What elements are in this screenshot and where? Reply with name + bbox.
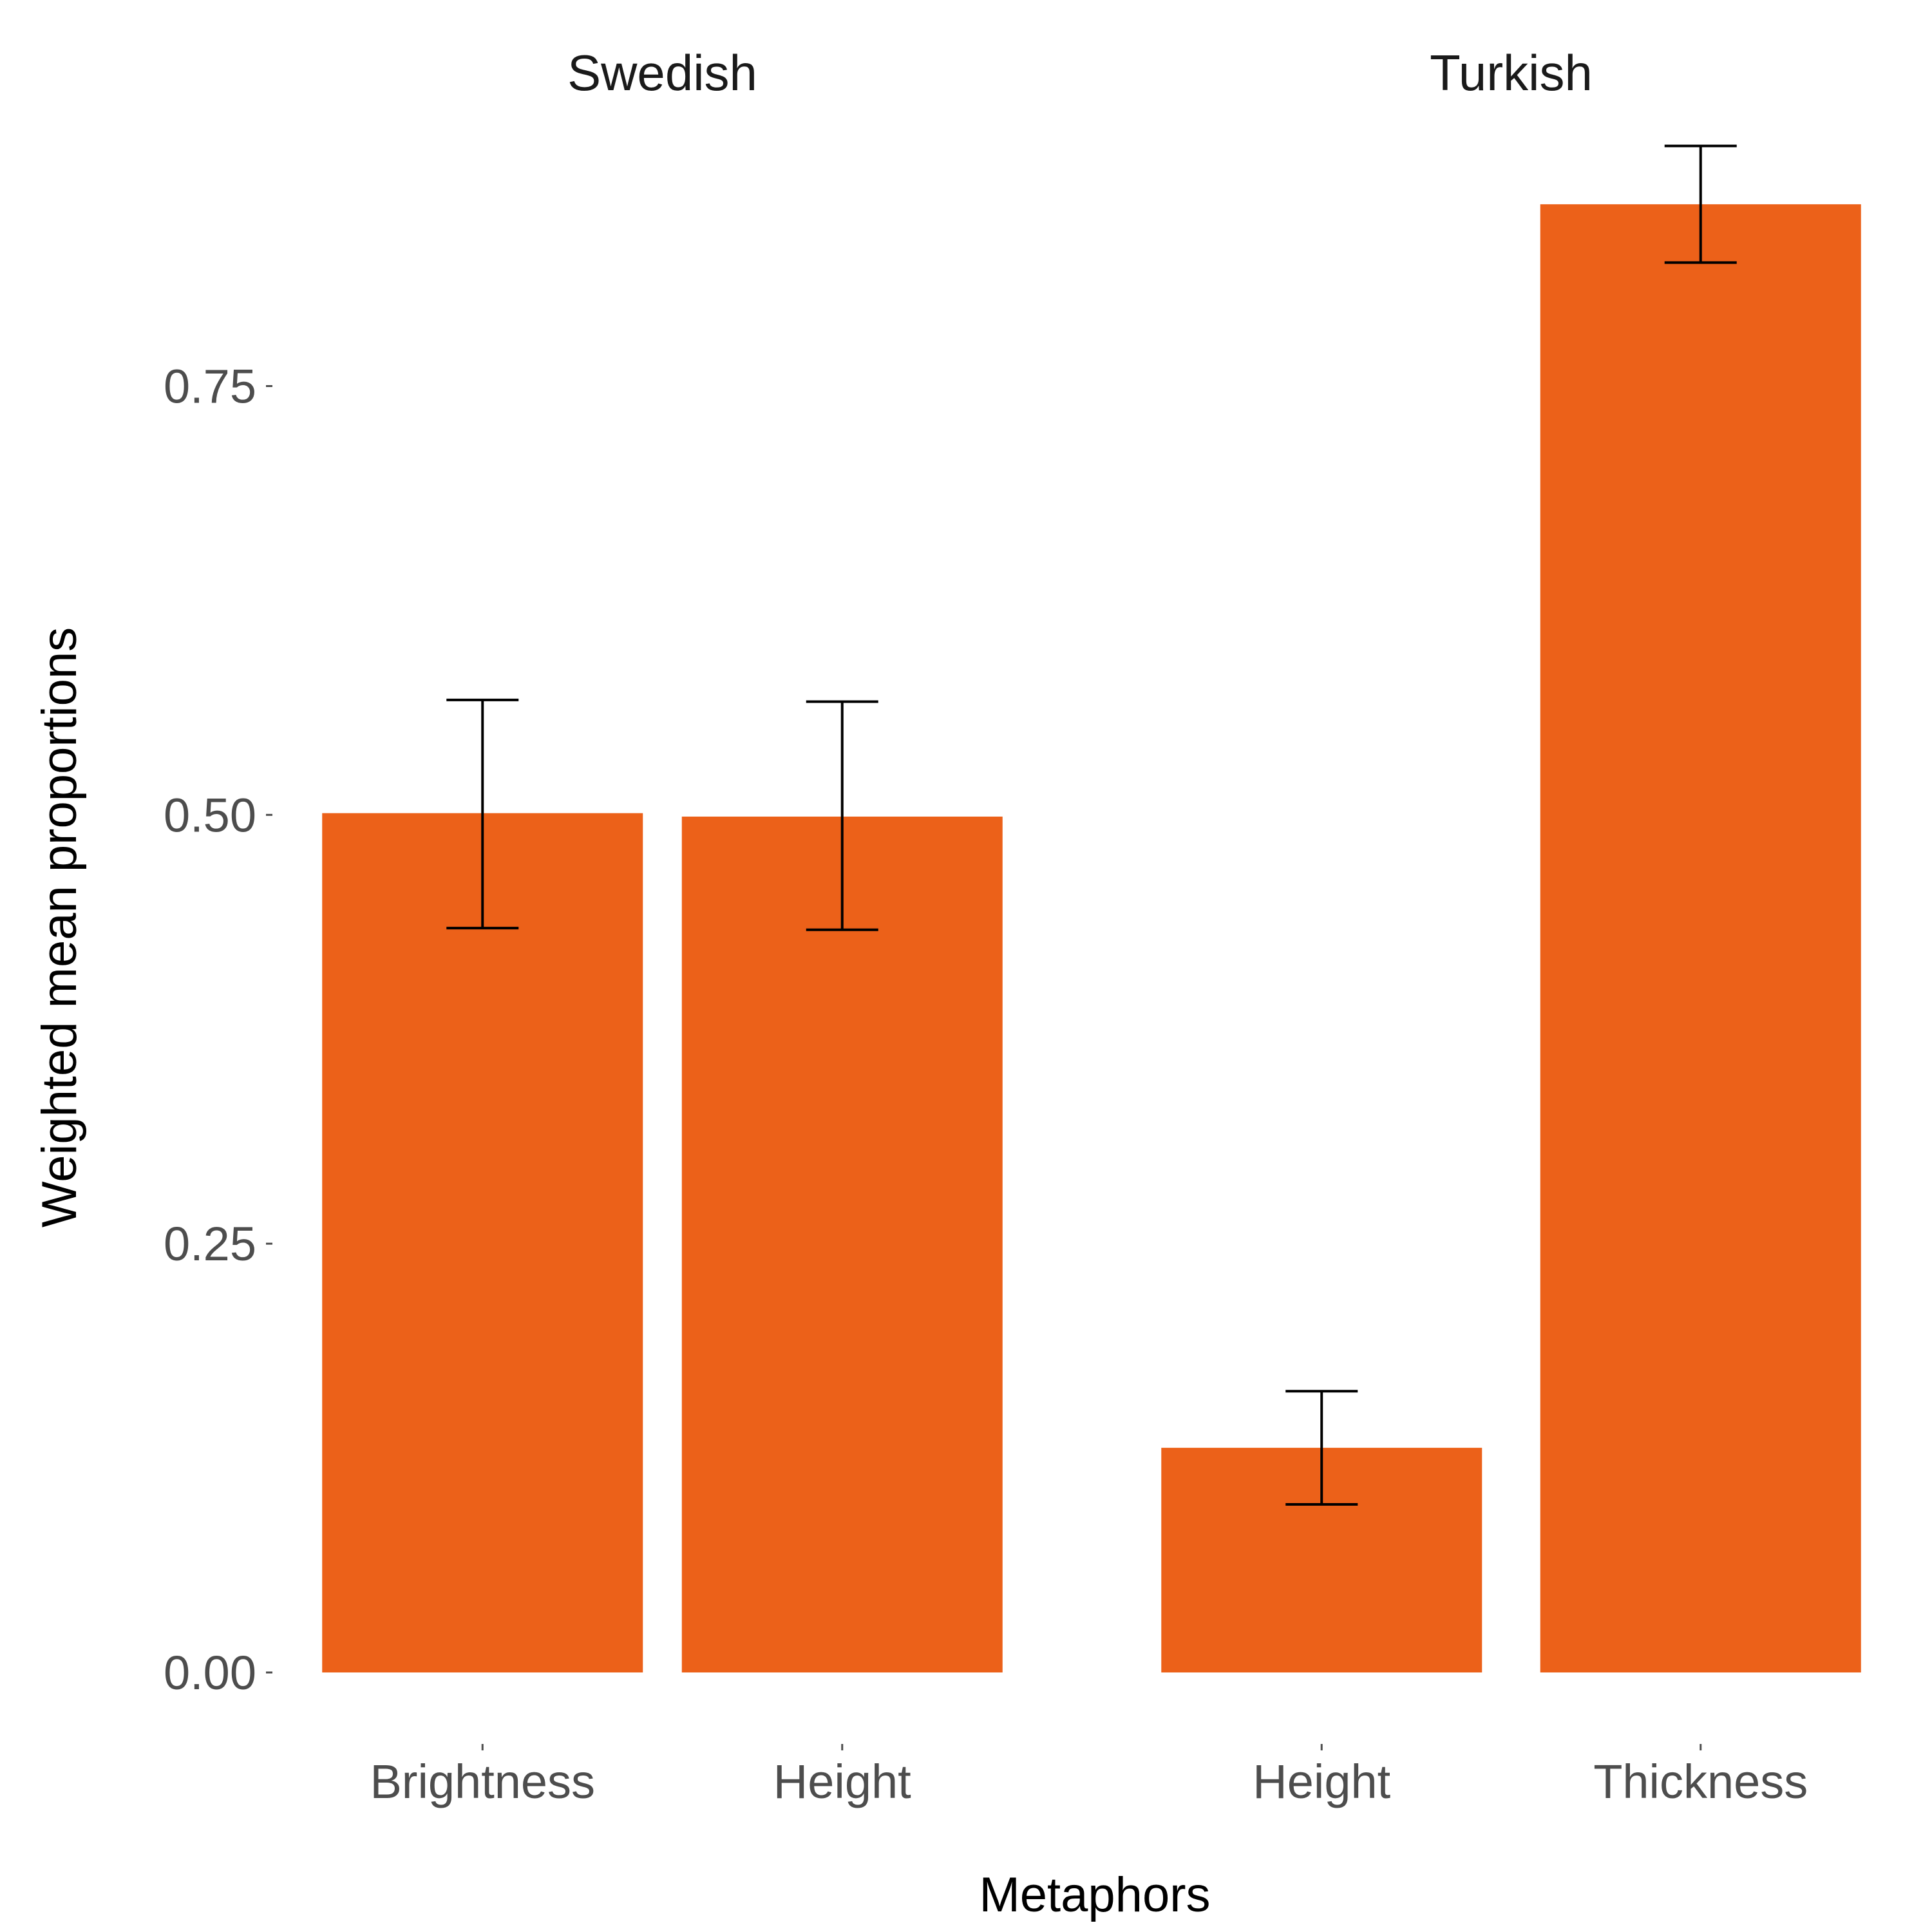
- facet-title: Turkish: [1430, 44, 1593, 101]
- error-bar: [1285, 1390, 1358, 1506]
- x-axis-title: Metaphors: [979, 1868, 1210, 1922]
- y-tick-label: 0.75: [164, 360, 256, 413]
- facet-titles: Swedish Turkish: [567, 44, 1593, 101]
- bar: [681, 816, 1003, 1672]
- x-tick-label: Height: [1253, 1755, 1390, 1808]
- error-bar: [446, 698, 519, 930]
- y-axis: 0.00 0.25 0.50 0.75: [164, 360, 272, 1700]
- y-axis-title: Weighted mean proportions: [32, 627, 87, 1227]
- error-bar: [806, 700, 878, 931]
- error-bars-layer: [446, 144, 1737, 1506]
- bar: [1540, 204, 1861, 1672]
- y-tick-label: 0.00: [164, 1646, 256, 1700]
- bars-layer: [322, 204, 1861, 1672]
- x-tick-label: Height: [773, 1755, 911, 1808]
- facet-title: Swedish: [567, 44, 757, 101]
- x-tick-label: Thickness: [1593, 1755, 1808, 1808]
- x-tick-label: Brightness: [370, 1755, 595, 1808]
- y-tick-label: 0.50: [164, 788, 256, 842]
- y-tick-label: 0.25: [164, 1217, 256, 1271]
- bar: [322, 813, 643, 1672]
- error-bar: [1664, 144, 1737, 264]
- x-axis: Brightness Height Height Thickness: [370, 1744, 1808, 1808]
